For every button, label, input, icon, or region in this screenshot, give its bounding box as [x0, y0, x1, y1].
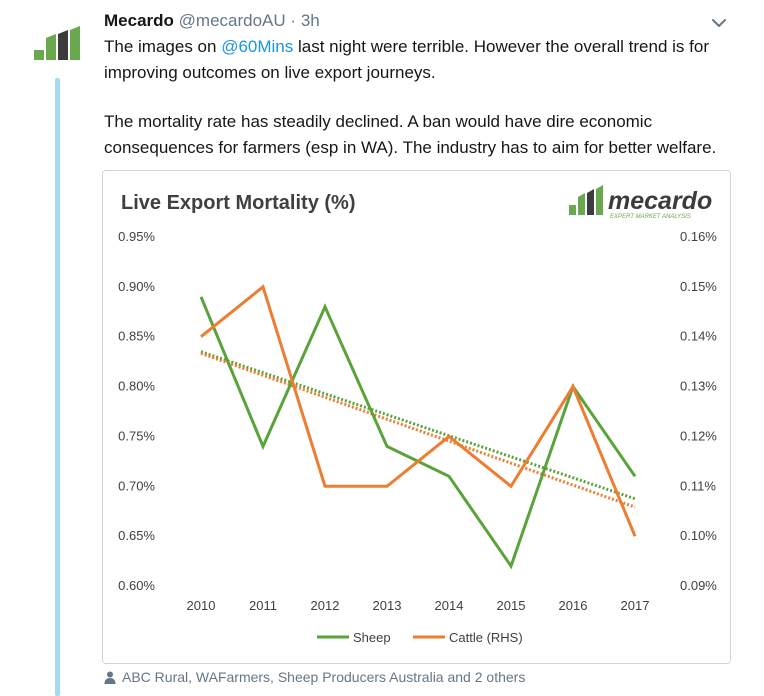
y-tick-label-left: 0.60%	[118, 578, 155, 593]
trendlines	[200, 350, 636, 509]
series-line-cattle	[200, 284, 637, 537]
legend-label-sheep: Sheep	[353, 630, 391, 645]
author-handle[interactable]: @mecardoAU	[178, 11, 286, 30]
x-tick-label: 2013	[373, 598, 402, 613]
y-tick-label-right: 0.12%	[680, 428, 717, 443]
mecardo-logo-icon	[34, 26, 80, 60]
y-tick-label-left: 0.90%	[118, 279, 155, 294]
mecardo-chart-logo: mecardo EXPERT MARKET ANALYSIS	[569, 185, 712, 220]
tweet-line-1: The images on @60Mins last night were te…	[104, 37, 709, 56]
y-tick-label-left: 0.80%	[118, 379, 155, 394]
y-tick-label-right: 0.14%	[680, 329, 717, 344]
y-tick-label-right: 0.11%	[680, 478, 716, 493]
avatar[interactable]	[24, 12, 90, 78]
x-tick-label: 2017	[621, 598, 650, 613]
x-tick-label: 2011	[249, 598, 277, 613]
x-tick-label: 2016	[559, 598, 588, 613]
tweet-line-2: improving outcomes on live export journe…	[104, 63, 436, 82]
x-tick-label: 2014	[435, 598, 464, 613]
y-tick-label-right: 0.16%	[680, 229, 717, 244]
logo-wordmark: mecardo	[608, 187, 712, 215]
liked-by-text: ABC Rural, WAFarmers, Sheep Producers Au…	[122, 669, 526, 685]
author-name[interactable]: Mecardo	[104, 11, 174, 30]
x-axis: 2010 2011 2012 2013 2014 2015 2016 2017	[187, 598, 650, 613]
y-tick-label-right: 0.15%	[680, 279, 717, 294]
tweet-text: The images on @60Mins last night were te…	[104, 34, 744, 161]
x-tick-label: 2010	[187, 598, 216, 613]
tweet-line-4: consequences for farmers (esp in WA). Th…	[104, 138, 717, 157]
tweet-line-3: The mortality rate has steadily declined…	[104, 112, 653, 131]
y-tick-label-left: 0.85%	[118, 329, 155, 344]
mention-link[interactable]: @60Mins	[221, 37, 294, 56]
chart-image[interactable]: Live Export Mortality (%) mecardo EXPERT…	[102, 170, 731, 664]
trendline-sheep	[200, 350, 636, 501]
y-axis-left: 0.95% 0.90% 0.85% 0.80% 0.75% 0.70% 0.65% 0.60%	[118, 229, 155, 593]
legend: Sheep Cattle (RHS)	[317, 630, 523, 645]
liked-by[interactable]: ABC Rural, WAFarmers, Sheep Producers Au…	[104, 667, 525, 689]
trendline-cattle	[200, 351, 636, 509]
chevron-down-icon[interactable]	[708, 12, 730, 34]
y-tick-label-left: 0.75%	[118, 428, 155, 443]
y-tick-label-right: 0.10%	[680, 528, 717, 543]
y-tick-label-left: 0.65%	[118, 528, 155, 543]
mortality-chart: Live Export Mortality (%) mecardo EXPERT…	[118, 185, 717, 645]
x-tick-label: 2012	[311, 598, 340, 613]
tweet-header: Mecardo @mecardoAU · 3h	[104, 10, 320, 32]
y-tick-label-right: 0.09%	[680, 578, 717, 593]
person-icon	[104, 669, 116, 689]
y-tick-label-left: 0.95%	[118, 229, 155, 244]
x-tick-label: 2015	[497, 598, 526, 613]
thread-line	[55, 78, 60, 696]
logo-tagline: EXPERT MARKET ANALYSIS	[610, 214, 691, 220]
y-axis-right: 0.16% 0.15% 0.14% 0.13% 0.12% 0.11% 0.10% 0.09%	[680, 229, 717, 593]
legend-label-cattle: Cattle (RHS)	[449, 630, 523, 645]
series-lines	[199, 284, 637, 570]
chart-title: Live Export Mortality (%)	[121, 192, 355, 214]
series-line-sheep	[199, 296, 637, 570]
y-tick-label-right: 0.13%	[680, 379, 717, 394]
y-tick-label-left: 0.70%	[118, 478, 155, 493]
tweet-time[interactable]: 3h	[300, 11, 320, 30]
separator-dot: ·	[290, 11, 297, 30]
